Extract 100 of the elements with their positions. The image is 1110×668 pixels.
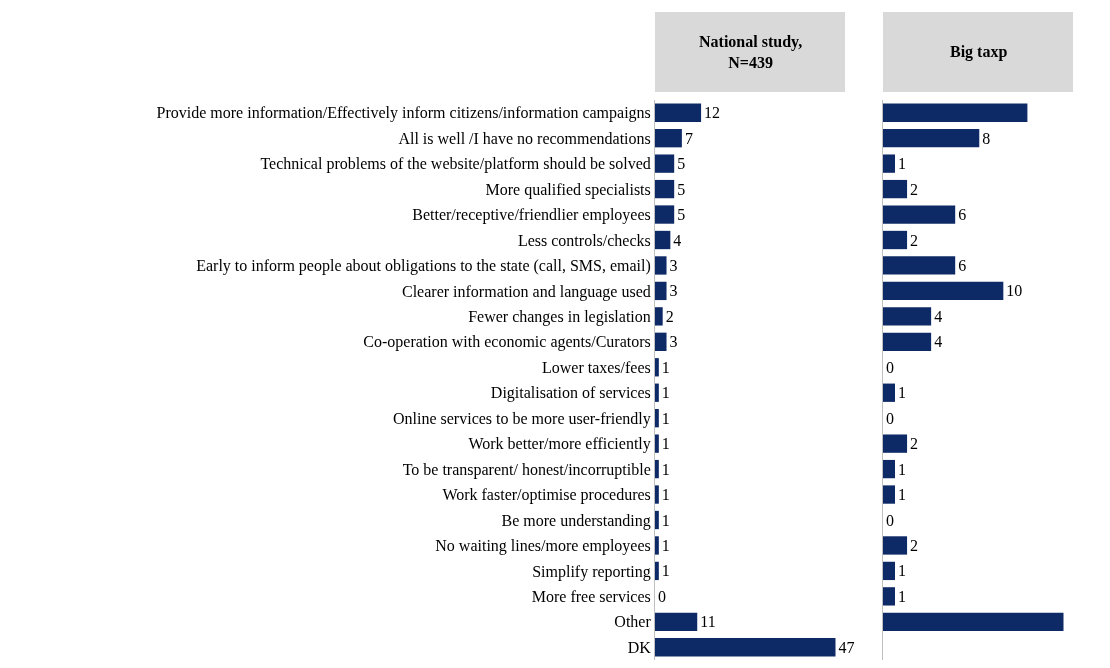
y-tick-label: More free services bbox=[531, 587, 651, 605]
bar bbox=[883, 434, 908, 453]
bar bbox=[655, 434, 659, 453]
bar bbox=[655, 409, 659, 428]
bar bbox=[883, 612, 1064, 631]
bar bbox=[883, 561, 896, 581]
data-label: 2 bbox=[665, 307, 674, 325]
bar bbox=[655, 179, 675, 199]
bar bbox=[883, 587, 896, 606]
bar bbox=[655, 383, 659, 402]
y-tick-label: Other bbox=[614, 613, 652, 631]
data-label: 1 bbox=[898, 587, 907, 605]
y-tick-label: Co-operation with economic agents/Curators bbox=[363, 333, 651, 352]
data-label: 5 bbox=[677, 206, 686, 224]
bar bbox=[655, 358, 659, 377]
data-label: 0 bbox=[886, 511, 894, 529]
y-tick-label: Less controls/checks bbox=[517, 231, 651, 249]
bar bbox=[655, 103, 702, 122]
data-label: 1 bbox=[898, 562, 907, 580]
bar bbox=[655, 485, 659, 504]
data-label: 2 bbox=[910, 180, 919, 198]
data-label: 0 bbox=[886, 409, 894, 427]
data-label: 1 bbox=[661, 511, 670, 529]
y-tick-label: Be more understanding bbox=[501, 511, 651, 530]
bar bbox=[655, 638, 836, 657]
bar bbox=[883, 230, 908, 250]
data-label: 4 bbox=[934, 333, 943, 351]
data-label: 0 bbox=[658, 587, 666, 605]
bar bbox=[883, 205, 956, 224]
data-label: 1 bbox=[661, 460, 670, 478]
data-label: 11 bbox=[700, 613, 716, 631]
y-tick-label: Technical problems of the website/platform should be solved bbox=[260, 155, 651, 174]
y-tick-label: Digitalisation of services bbox=[490, 384, 651, 403]
bar bbox=[883, 332, 932, 351]
data-label: 1 bbox=[661, 409, 670, 427]
y-tick-label: Work faster/optimise procedures bbox=[442, 486, 651, 505]
bar bbox=[655, 230, 671, 250]
data-label: 5 bbox=[677, 180, 686, 198]
y-tick-label: No waiting lines/more employees bbox=[435, 537, 651, 556]
bar bbox=[655, 510, 659, 530]
bar bbox=[655, 129, 682, 148]
data-label: 3 bbox=[669, 256, 678, 274]
bar bbox=[883, 154, 896, 173]
data-label: 1 bbox=[661, 562, 670, 580]
data-label: 8 bbox=[982, 129, 991, 147]
y-tick-label: DK bbox=[627, 638, 652, 656]
data-label: 7 bbox=[684, 129, 693, 147]
data-label: 2 bbox=[910, 435, 919, 453]
y-tick-label: Better/receptive/friendlier employees bbox=[412, 206, 651, 225]
data-label: 6 bbox=[958, 256, 967, 274]
data-label: 1 bbox=[898, 486, 907, 504]
y-tick-label: Provide more information/Effectively inform citizens/information campaigns bbox=[156, 104, 651, 123]
data-label: 1 bbox=[661, 358, 670, 376]
data-label: 12 bbox=[704, 104, 721, 122]
data-label: 1 bbox=[661, 384, 670, 402]
y-tick-label: All is well /I have no recommendations bbox=[398, 129, 651, 147]
bar bbox=[655, 561, 659, 581]
data-label: 10 bbox=[1006, 282, 1023, 300]
data-label: 3 bbox=[669, 333, 678, 351]
bar bbox=[655, 459, 659, 479]
data-label: 1 bbox=[661, 486, 670, 504]
data-label: 1 bbox=[898, 460, 907, 478]
data-label: 4 bbox=[934, 307, 943, 325]
data-label: 1 bbox=[661, 435, 670, 453]
bar bbox=[655, 612, 698, 631]
data-label: 5 bbox=[677, 155, 686, 173]
data-label: 47 bbox=[838, 638, 855, 656]
bar bbox=[883, 383, 896, 402]
y-tick-label: To be transparent/ honest/incorruptible bbox=[402, 460, 651, 479]
bar bbox=[883, 485, 896, 504]
data-label: 1 bbox=[661, 536, 670, 554]
data-label: 1 bbox=[898, 155, 907, 173]
data-label: 2 bbox=[910, 231, 919, 249]
y-tick-label: Simplify reporting bbox=[532, 562, 651, 581]
y-tick-label: Work better/more efficiently bbox=[468, 435, 651, 454]
bar bbox=[655, 536, 659, 555]
data-label: 2 bbox=[910, 536, 919, 554]
y-tick-label: Online services to be more user-friendly bbox=[392, 409, 651, 428]
y-tick-label: More qualified specialists bbox=[485, 180, 651, 199]
bar bbox=[655, 332, 667, 351]
data-label: 0 bbox=[886, 358, 894, 376]
bar bbox=[883, 256, 956, 275]
bar bbox=[883, 459, 896, 479]
y-tick-label: Early to inform people about obligations to the state (call, SMS, email) bbox=[196, 257, 651, 276]
bar bbox=[883, 281, 1004, 301]
y-tick-label: Lower taxes/fees bbox=[541, 358, 651, 376]
data-label: 3 bbox=[669, 282, 678, 300]
data-label: 4 bbox=[673, 231, 682, 249]
bar bbox=[883, 129, 980, 148]
y-tick-label: Clearer information and language used bbox=[402, 282, 651, 301]
bar bbox=[655, 281, 667, 301]
bar bbox=[883, 307, 932, 326]
y-tick-label: Fewer changes in legislation bbox=[468, 307, 651, 326]
bar bbox=[655, 256, 667, 275]
bar bbox=[655, 154, 675, 173]
data-label: 1 bbox=[898, 384, 907, 402]
chart-title: National study, N=439 bbox=[699, 33, 803, 71]
chart-title: Big taxp bbox=[950, 43, 1008, 61]
bar bbox=[883, 103, 1028, 122]
bar bbox=[655, 307, 663, 326]
